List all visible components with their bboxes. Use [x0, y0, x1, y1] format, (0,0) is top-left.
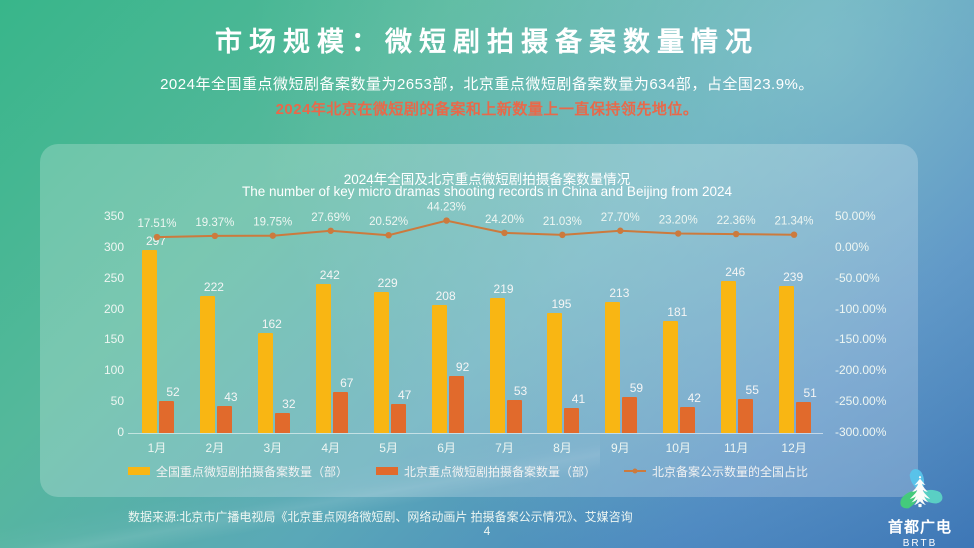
- svg-text:20.52%: 20.52%: [369, 216, 408, 228]
- svg-text:21.34%: 21.34%: [775, 216, 814, 228]
- svg-text:17.51%: 17.51%: [137, 218, 176, 230]
- svg-text:23.20%: 23.20%: [659, 215, 698, 227]
- svg-text:21.03%: 21.03%: [543, 216, 582, 228]
- svg-text:24.20%: 24.20%: [485, 214, 524, 226]
- svg-text:19.37%: 19.37%: [195, 217, 234, 229]
- svg-text:27.69%: 27.69%: [311, 212, 350, 224]
- svg-text:44.23%: 44.23%: [427, 202, 466, 214]
- svg-text:27.70%: 27.70%: [601, 212, 640, 224]
- svg-text:22.36%: 22.36%: [717, 215, 756, 227]
- svg-text:19.75%: 19.75%: [253, 217, 292, 229]
